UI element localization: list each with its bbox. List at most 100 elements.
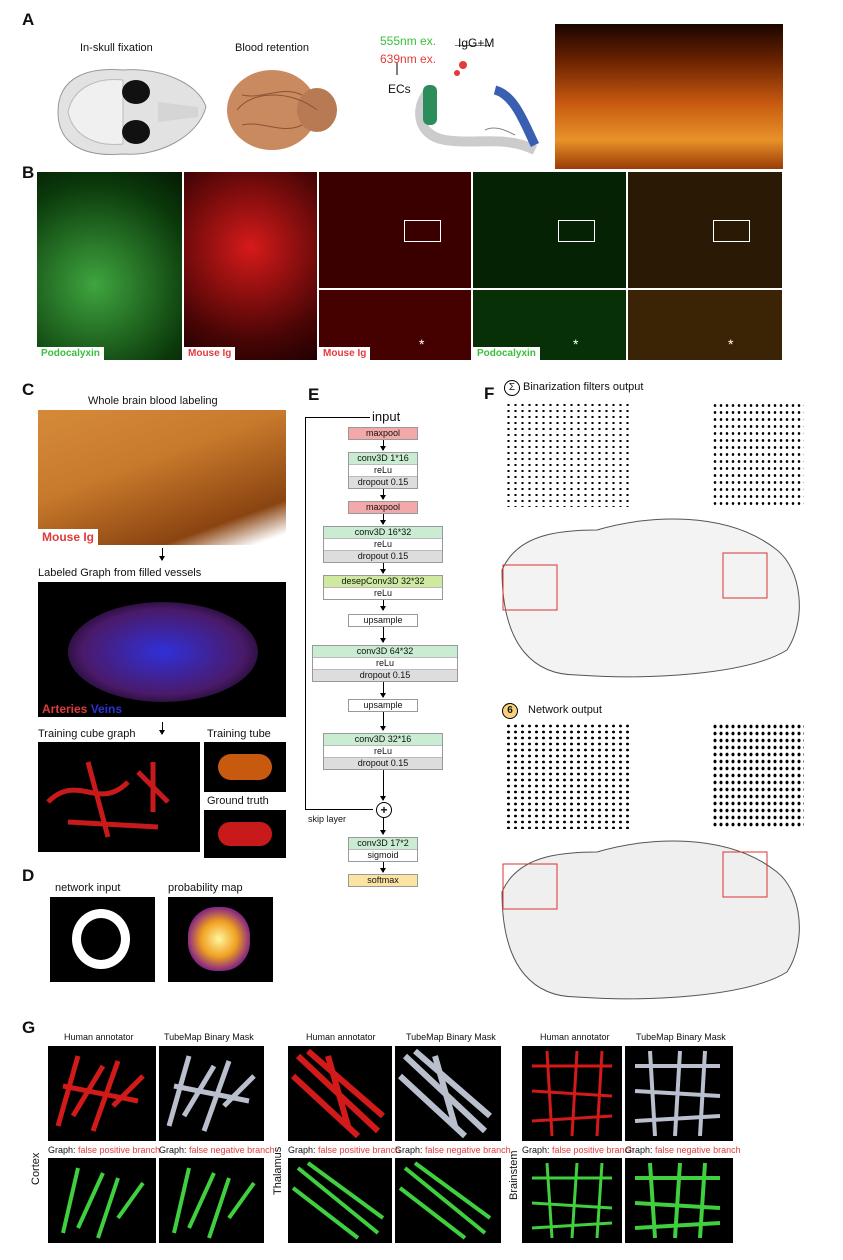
skip-line-vertical [305, 417, 306, 809]
g-bs-fn-title: Graph: false negative branch [625, 1145, 741, 1155]
layer-conv3d-1-16: conv3D 1*16 reLu dropout 0.15 [348, 452, 418, 489]
layer-softmax: softmax [348, 874, 418, 887]
skip-line-top [305, 417, 370, 418]
skip-sum-node: + [376, 802, 392, 818]
panel-label-c: C [22, 380, 35, 399]
probability-map-image [168, 897, 273, 982]
caption-training-tube: Training tube [207, 728, 271, 740]
green-zoom: * Podocalyxin [473, 290, 626, 360]
g-bs-tube [625, 1046, 733, 1141]
network-zoom-right [712, 723, 804, 829]
g-thal-fp [288, 1158, 392, 1243]
network-input-image [50, 897, 155, 982]
brain-illustration [227, 70, 337, 150]
binarization-section [501, 518, 800, 678]
caption-probability-map: probability map [168, 882, 243, 894]
layer-maxpool-1: maxpool [348, 427, 418, 440]
ground-truth-image [204, 810, 286, 858]
layer-upsample-1: upsample [348, 614, 418, 627]
g-cortex-human [48, 1046, 156, 1141]
mouse-ig-image: Mouse Ig [184, 172, 317, 360]
g-bs-fp-title: Graph: false positive branch [522, 1145, 635, 1155]
green-overview [473, 172, 626, 288]
g-bs-human-title: Human annotator [540, 1032, 610, 1042]
asterisk-green: * [573, 336, 579, 352]
skip-layer-label: skip layer [308, 814, 347, 824]
binarization-zoom-left [505, 402, 633, 507]
mouse-ig-label: Mouse Ig [184, 347, 236, 360]
podocalyxin-image: Podocalyxin [37, 172, 182, 360]
layer-conv3d-17-2: conv3D 17*2 sigmoid [348, 837, 418, 862]
podocalyxin-label: Podocalyxin [37, 347, 104, 360]
network-input-label: input [372, 409, 401, 424]
labeled-graph-image: Arteries Veins [38, 582, 286, 717]
g-bs-human [522, 1046, 622, 1141]
panel-label-b: B [22, 163, 35, 182]
training-cube-image [38, 742, 200, 852]
red-overview [319, 172, 471, 288]
g-cortex-tube [159, 1046, 264, 1141]
panel-label-g: G [22, 1018, 36, 1037]
label-639nm: 639nm ex. [380, 52, 437, 66]
caption-whole-brain: Whole brain blood labeling [88, 395, 218, 407]
caption-fixation: In-skull fixation [80, 42, 153, 54]
caption-ground-truth: Ground truth [207, 795, 269, 807]
g-cortex-fp-title: Graph: false positive branch [48, 1145, 161, 1155]
arrow-c1 [159, 548, 165, 561]
vasculature-render [555, 24, 783, 169]
layer-desepconv3d: desepConv3D 32*32 reLu [323, 575, 443, 600]
layer-upsample-2: upsample [348, 699, 418, 712]
caption-retention: Blood retention [235, 42, 309, 54]
sigma-icon: Σ [504, 380, 520, 396]
skull-illustration [57, 69, 207, 155]
network-output-icon: 6 [502, 703, 518, 719]
g-thal-tube-title: TubeMap Binary Mask [406, 1032, 496, 1042]
label-ecs: ECs [388, 82, 411, 96]
merge-zoom: * [628, 290, 782, 360]
caption-network-input: network input [55, 882, 121, 894]
training-tube-image [204, 742, 286, 792]
caption-training-cube: Training cube graph [38, 728, 136, 740]
whole-brain-image: Mouse Ig [38, 410, 286, 545]
g-cortex-tube-title: TubeMap Binary Mask [164, 1032, 254, 1042]
g-cortex-fn-title: Graph: false negative branch [159, 1145, 275, 1155]
binarization-zoom-right [712, 402, 804, 507]
network-section [501, 840, 800, 1000]
g-cortex-fn [159, 1158, 264, 1243]
caption-network-output: Network output [528, 704, 602, 716]
mouse-ig-zoom-label: Mouse Ig [319, 347, 371, 360]
layer-conv3d-64-32: conv3D 64*32 reLu dropout 0.15 [312, 645, 458, 682]
g-cortex-fp [48, 1158, 156, 1243]
panel-label-f: F [484, 384, 495, 403]
veins-label: Veins [90, 702, 123, 716]
podocalyxin-zoom-label: Podocalyxin [473, 347, 540, 360]
network-zoom-left [505, 723, 633, 829]
panel-label-e: E [308, 385, 320, 404]
caption-binarization: Binarization filters output [523, 381, 644, 393]
g-thal-human-title: Human annotator [306, 1032, 376, 1042]
g-bs-fn [625, 1158, 733, 1243]
red-zoom: * Mouse Ig [319, 290, 471, 360]
asterisk-red: * [419, 336, 425, 352]
g-thal-fn [395, 1158, 501, 1243]
caption-labeled-graph: Labeled Graph from filled vessels [38, 567, 202, 579]
g-thal-tube [395, 1046, 501, 1141]
label-555nm: 555nm ex. [380, 34, 437, 48]
mouse-ig-c-label: Mouse Ig [38, 529, 99, 545]
vessel-schematic [396, 45, 540, 155]
g-cortex-human-title: Human annotator [64, 1032, 134, 1042]
arteries-label: Arteries [42, 702, 88, 716]
layer-conv3d-32-16: conv3D 32*16 reLu dropout 0.15 [323, 733, 443, 770]
label-brainstem: Brainstem [508, 1150, 520, 1200]
skip-line-bottom [305, 809, 373, 810]
arrow-c2 [159, 722, 165, 735]
label-cortex: Cortex [30, 1152, 42, 1185]
asterisk-merge: * [728, 336, 734, 352]
g-thal-fn-title: Graph: false negative branch [395, 1145, 511, 1155]
layer-conv3d-16-32: conv3D 16*32 reLu dropout 0.15 [323, 526, 443, 563]
g-thal-human [288, 1046, 392, 1141]
label-igg: IgG+M [458, 36, 495, 50]
layer-maxpool-2: maxpool [348, 501, 418, 514]
panel-label-d: D [22, 866, 35, 885]
panel-label-a: A [22, 10, 35, 29]
